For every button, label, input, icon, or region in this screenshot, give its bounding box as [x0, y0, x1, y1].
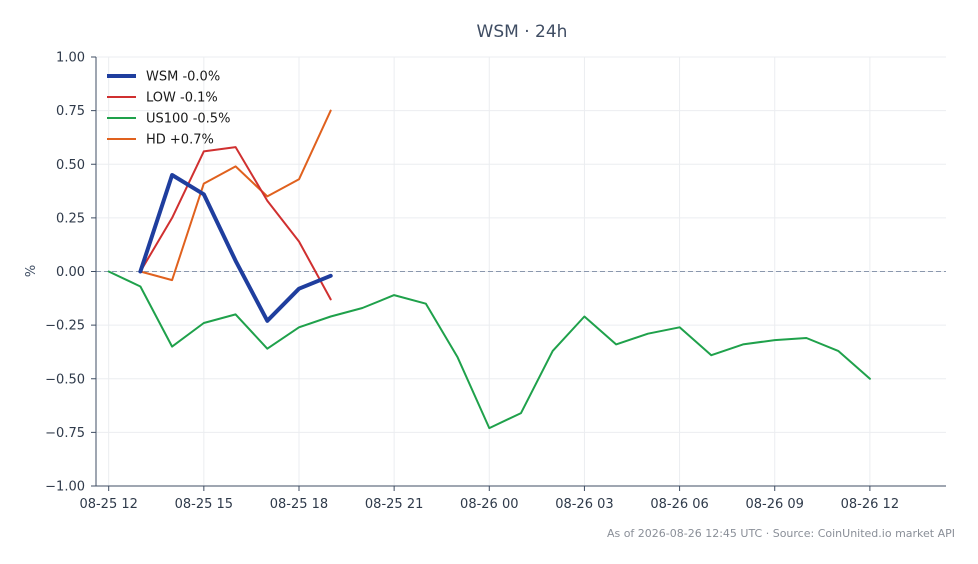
x-tick-label-5: 08-26 03	[555, 497, 613, 512]
x-tick-label-0: 08-25 12	[79, 497, 137, 512]
series-lines	[107, 109, 871, 430]
legend-label-3: HD +0.7%	[146, 133, 214, 148]
legend-label-0: WSM -0.0%	[146, 70, 220, 85]
x-tick-label-6: 08-26 06	[650, 497, 708, 512]
legend: WSM -0.0% LOW -0.1% US100 -0.5% HD +0.7%	[107, 70, 230, 148]
x-tick-label-2: 08-25 18	[270, 497, 328, 512]
x-tick-label-4: 08-26 00	[460, 497, 518, 512]
y-tick-label-6: −0.50	[45, 372, 85, 387]
y-tick-label-5: −0.25	[45, 319, 85, 334]
y-tick-label-8: −1.00	[45, 480, 85, 495]
legend-label-2: US100 -0.5%	[146, 112, 230, 127]
x-tick-label-7: 08-26 09	[746, 497, 804, 512]
y-axis-ticks: 1.00 0.75 0.50 0.25 0.00 −0.25 −0.50 −0.75 −1.00	[45, 51, 96, 495]
x-tick-label-3: 08-25 21	[365, 497, 423, 512]
y-tick-label-4: 0.00	[56, 265, 85, 280]
x-tick-label-8: 08-26 12	[841, 497, 899, 512]
legend-label-1: LOW -0.1%	[146, 91, 218, 106]
footer-source: As of 2026-08-26 12:45 UTC · Source: Coi…	[607, 527, 955, 540]
series-line-2	[107, 270, 871, 430]
y-tick-label-3: 0.25	[56, 211, 85, 226]
series-line-0	[138, 173, 333, 323]
y-tick-label-7: −0.75	[45, 426, 85, 441]
y-tick-label-0: 1.00	[56, 51, 85, 66]
y-tick-label-1: 0.75	[56, 104, 85, 119]
x-axis-ticks: 08-25 12 08-25 15 08-25 18 08-25 21 08-26 00…	[79, 486, 899, 512]
series-line-1	[139, 146, 332, 301]
x-tick-label-1: 08-25 15	[175, 497, 233, 512]
chart-title: WSM · 24h	[477, 22, 568, 42]
y-axis-label: %	[24, 265, 39, 277]
series-line-3	[139, 109, 332, 282]
y-tick-label-2: 0.50	[56, 158, 85, 173]
